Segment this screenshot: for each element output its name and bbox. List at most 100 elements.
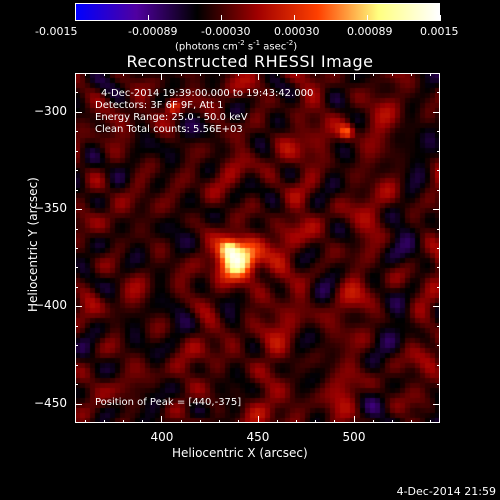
x-minor-tick-mark (372, 420, 374, 423)
y-minor-tick-mark (75, 189, 78, 191)
y-minor-tick-mark (75, 92, 78, 94)
y-minor-tick-mark (437, 345, 440, 347)
y-tick-mark (75, 209, 82, 211)
x-minor-tick-mark (103, 420, 105, 423)
y-minor-tick-mark (437, 325, 440, 327)
x-minor-tick-mark (180, 420, 182, 423)
y-minor-tick-mark (75, 364, 78, 366)
y-tick-mark (75, 403, 82, 405)
y-minor-tick-mark (437, 209, 440, 211)
y-tick-mark (75, 306, 82, 308)
y-minor-tick-mark (75, 170, 78, 172)
x-tick-mark (353, 73, 355, 80)
y-tick-label: −300 (34, 103, 67, 118)
x-tick-label: 500 (342, 430, 366, 444)
x-minor-tick-mark (295, 73, 297, 76)
y-minor-tick-mark (75, 306, 78, 308)
colorbar-tick-mark (367, 15, 368, 21)
x-minor-tick-mark (84, 420, 86, 423)
x-minor-tick-mark (353, 73, 355, 76)
x-minor-tick-mark (411, 73, 413, 76)
x-minor-tick-mark (219, 420, 221, 423)
y-minor-tick-mark (437, 111, 440, 113)
annotation-line: Clean Total counts: 5.56E+03 (95, 124, 243, 135)
y-minor-tick-mark (437, 384, 440, 386)
y-tick-mark (433, 209, 440, 211)
x-tick-mark (353, 416, 355, 423)
x-minor-tick-mark (199, 73, 201, 76)
x-minor-tick-mark (103, 73, 105, 76)
y-minor-tick-mark (437, 131, 440, 133)
x-tick-mark (257, 416, 259, 423)
y-tick-mark (433, 306, 440, 308)
colorbar-tick-mark (221, 15, 222, 21)
x-minor-tick-mark (123, 73, 125, 76)
y-minor-tick-mark (437, 189, 440, 191)
x-minor-tick-mark (123, 420, 125, 423)
x-minor-tick-mark (353, 420, 355, 423)
x-minor-tick-mark (411, 420, 413, 423)
colorbar-tick-label: 0.00089 (347, 25, 393, 38)
y-minor-tick-mark (75, 150, 78, 152)
annotation-line: 4-Dec-2014 19:39:00.000 to 19:43:42.000 (101, 88, 314, 99)
plot-timestamp: 4-Dec-2014 21:59 (396, 485, 496, 498)
image-title: Reconstructed RHESSI Image (126, 52, 374, 71)
colorbar-tick-mark (75, 15, 76, 21)
y-minor-tick-mark (75, 248, 78, 249)
y-minor-tick-mark (75, 131, 78, 133)
colorbar-tick-mark (294, 15, 295, 21)
x-minor-tick-mark (430, 420, 432, 423)
y-minor-tick-mark (75, 267, 78, 269)
x-tick-label: 450 (246, 430, 270, 444)
y-tick-label: −350 (34, 201, 67, 216)
y-minor-tick-mark (437, 286, 440, 288)
annotation-line: Detectors: 3F 6F 9F, Att 1 (95, 100, 224, 111)
annotation-line: Energy Range: 25.0 - 50.0 keV (95, 112, 248, 123)
y-minor-tick-mark (437, 267, 440, 269)
colorbar-tick-mark (148, 15, 149, 21)
y-minor-tick-mark (437, 248, 440, 249)
x-minor-tick-mark (334, 73, 336, 76)
y-minor-tick-mark (75, 403, 78, 405)
y-tick-mark (433, 403, 440, 405)
y-minor-tick-mark (75, 345, 78, 347)
x-minor-tick-mark (161, 73, 163, 76)
y-tick-mark (75, 111, 82, 113)
y-minor-tick-mark (437, 92, 440, 94)
x-minor-tick-mark (84, 73, 86, 76)
x-minor-tick-mark (219, 73, 221, 76)
x-minor-tick-mark (276, 73, 278, 76)
x-minor-tick-mark (391, 420, 393, 423)
y-minor-tick-mark (75, 228, 78, 230)
y-minor-tick-mark (75, 286, 78, 288)
y-minor-tick-mark (437, 228, 440, 230)
colorbar-tick-label: 0.00030 (274, 25, 320, 38)
x-minor-tick-mark (276, 420, 278, 423)
heatmap-image (75, 73, 440, 423)
x-tick-mark (161, 416, 163, 423)
y-minor-tick-mark (75, 384, 78, 386)
peak-position-label: Position of Peak = [440,-375] (95, 397, 242, 408)
x-minor-tick-mark (180, 73, 182, 76)
y-minor-tick-mark (75, 209, 78, 211)
colorbar-tick-label: -0.00030 (201, 25, 251, 38)
x-minor-tick-mark (391, 73, 393, 76)
y-minor-tick-mark (437, 306, 440, 308)
x-minor-tick-mark (257, 73, 259, 76)
colorbar-tick-label: -0.0015 (35, 25, 78, 38)
x-minor-tick-mark (334, 420, 336, 423)
y-minor-tick-mark (437, 364, 440, 366)
x-minor-tick-mark (199, 420, 201, 423)
y-minor-tick-mark (75, 111, 78, 113)
x-minor-tick-mark (257, 420, 259, 423)
x-tick-mark (257, 73, 259, 80)
y-minor-tick-mark (75, 325, 78, 327)
colorbar (75, 3, 440, 21)
colorbar-tick-label: -0.00089 (128, 25, 178, 38)
x-minor-tick-mark (161, 420, 163, 423)
x-minor-tick-mark (372, 73, 374, 76)
x-tick-label: 400 (150, 430, 174, 444)
x-tick-mark (161, 73, 163, 80)
y-minor-tick-mark (437, 170, 440, 172)
y-minor-tick-mark (437, 403, 440, 405)
